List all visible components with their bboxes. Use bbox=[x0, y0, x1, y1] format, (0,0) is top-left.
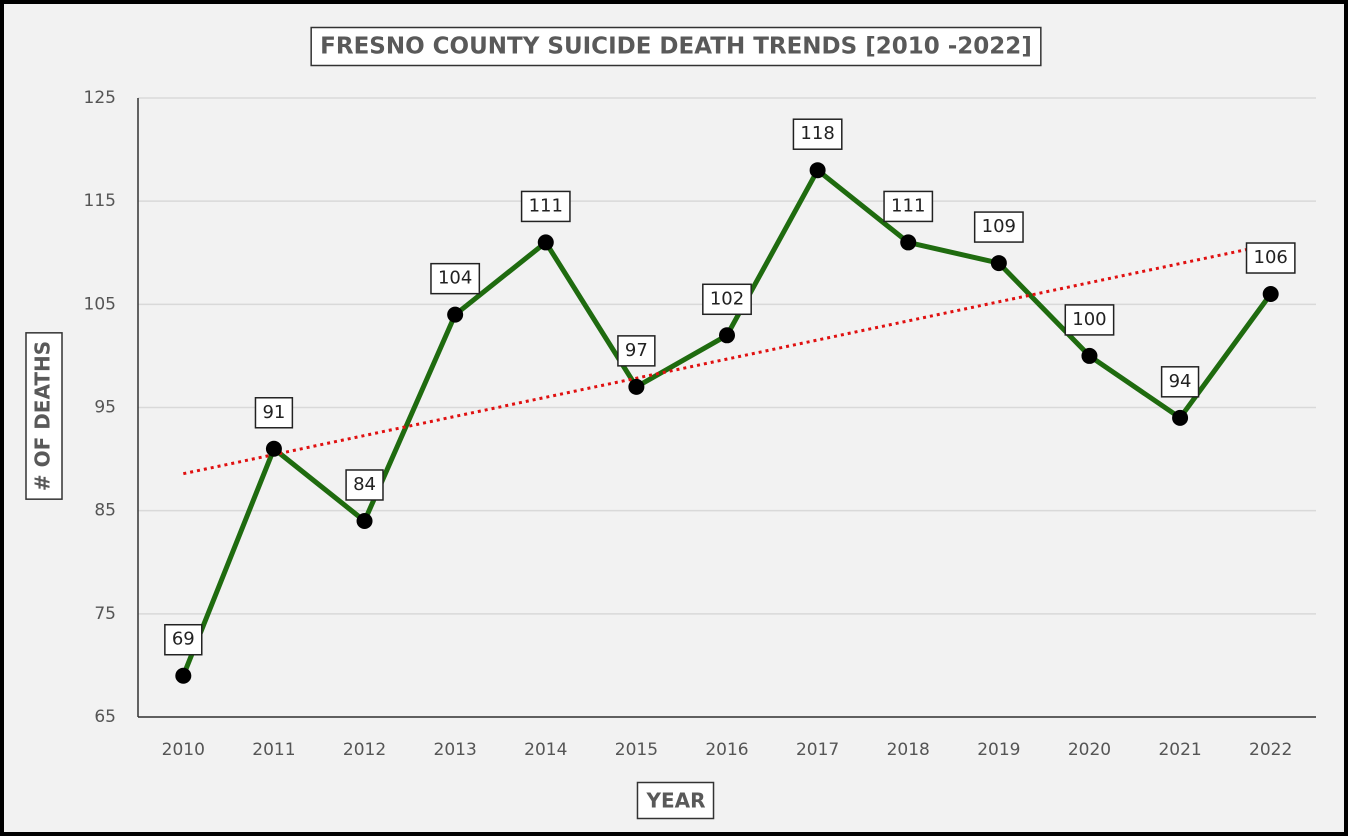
data-label-box bbox=[792, 118, 843, 150]
data-label-box bbox=[702, 283, 752, 316]
data-label-box bbox=[973, 211, 1024, 243]
y-label-box bbox=[25, 332, 63, 500]
data-label-box bbox=[617, 335, 656, 367]
data-point bbox=[628, 378, 645, 395]
data-label-box bbox=[345, 469, 384, 501]
x-tick-label: 2021 bbox=[1158, 740, 1201, 760]
x-tick-label: 2019 bbox=[977, 740, 1020, 760]
x-axis-label: YEAR bbox=[645, 789, 705, 813]
data-label-box bbox=[164, 623, 203, 656]
data-label: 111 bbox=[529, 195, 563, 216]
y-axis-label: # OF DEATHS bbox=[31, 341, 55, 491]
x-tick-label: 2022 bbox=[1249, 740, 1292, 760]
data-label: 69 bbox=[172, 629, 195, 650]
data-label-box bbox=[520, 190, 571, 223]
y-tick-label: 65 bbox=[94, 707, 116, 727]
x-tick-label: 2012 bbox=[343, 740, 386, 760]
x-tick-label: 2013 bbox=[434, 740, 477, 760]
x-tick-label: 2011 bbox=[252, 740, 295, 760]
data-label-box bbox=[1160, 366, 1200, 398]
x-tick-label: 2020 bbox=[1068, 740, 1111, 760]
data-point bbox=[265, 440, 282, 457]
data-label: 102 bbox=[710, 288, 744, 309]
chart-title: FRESNO COUNTY SUICIDE DEATH TRENDS [2010… bbox=[320, 34, 1032, 60]
x-tick-label: 2018 bbox=[887, 740, 930, 760]
data-label: 91 bbox=[262, 402, 285, 423]
y-tick-label: 115 bbox=[84, 191, 116, 211]
data-label: 111 bbox=[891, 195, 925, 216]
data-point bbox=[900, 234, 917, 251]
data-point bbox=[447, 306, 464, 323]
data-label: 94 bbox=[1169, 371, 1192, 392]
data-label-box bbox=[430, 262, 481, 295]
data-point bbox=[1081, 347, 1098, 364]
data-point bbox=[809, 162, 826, 179]
x-label-box bbox=[636, 781, 715, 820]
data-point bbox=[175, 667, 192, 684]
data-point bbox=[990, 255, 1007, 272]
y-tick-label: 85 bbox=[94, 501, 116, 521]
data-label: 109 bbox=[982, 216, 1016, 237]
y-tick-label: 125 bbox=[84, 88, 116, 108]
y-tick-label: 75 bbox=[94, 604, 116, 624]
x-tick-label: 2016 bbox=[705, 740, 748, 760]
data-label-box bbox=[1064, 304, 1115, 336]
data-point bbox=[537, 234, 554, 251]
data-label: 106 bbox=[1254, 247, 1288, 268]
data-label: 97 bbox=[625, 340, 648, 361]
y-tick-label: 95 bbox=[94, 398, 116, 418]
data-point bbox=[356, 512, 373, 529]
x-tick-label: 2015 bbox=[615, 740, 658, 760]
data-label: 100 bbox=[1072, 309, 1106, 330]
data-point bbox=[1262, 286, 1279, 303]
data-label-box bbox=[1245, 242, 1296, 274]
y-tick-label: 105 bbox=[84, 294, 116, 314]
data-label: 118 bbox=[800, 123, 834, 144]
data-point bbox=[719, 327, 735, 344]
x-tick-label: 2010 bbox=[162, 740, 205, 760]
data-point bbox=[1172, 409, 1189, 426]
x-tick-label: 2014 bbox=[524, 740, 567, 760]
title-box bbox=[310, 26, 1042, 67]
trendline bbox=[182, 243, 1272, 476]
x-tick-label: 2017 bbox=[796, 740, 839, 760]
data-label: 84 bbox=[353, 474, 376, 495]
data-label-box bbox=[883, 190, 934, 223]
data-label-box bbox=[254, 397, 294, 429]
data-label: 104 bbox=[438, 268, 472, 289]
